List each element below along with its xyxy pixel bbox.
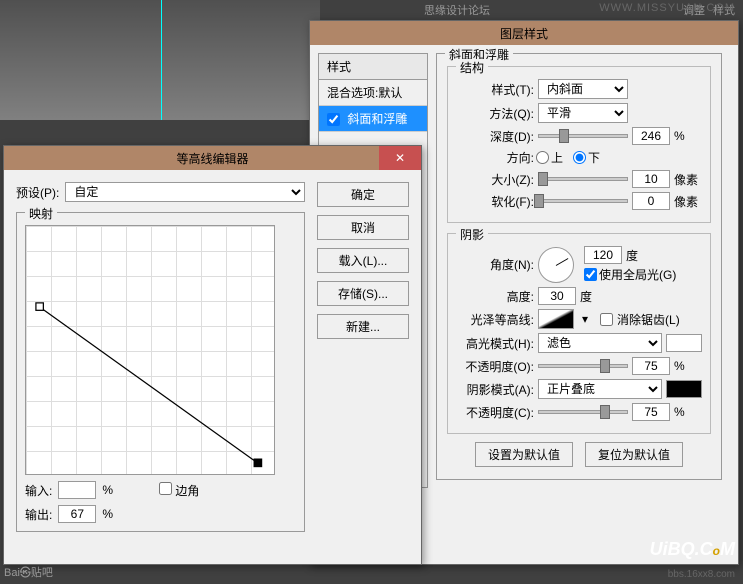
angle-input[interactable] <box>584 246 622 264</box>
method-label: 方法(Q): <box>456 105 534 122</box>
direction-down-radio[interactable] <box>573 151 586 164</box>
bevel-fieldset: 斜面和浮雕 结构 样式(T): 内斜面 方法(Q): 平滑 深度(D): <box>436 53 722 480</box>
size-slider[interactable] <box>538 177 628 181</box>
size-unit: 像素 <box>674 171 702 188</box>
soften-slider[interactable] <box>538 199 628 203</box>
ok-button[interactable]: 确定 <box>317 182 409 207</box>
highlight-opacity-input[interactable] <box>632 357 670 375</box>
shadow-mode-label: 阴影模式(A): <box>456 381 534 398</box>
highlight-opacity-label: 不透明度(O): <box>456 358 534 375</box>
angle-label: 角度(N): <box>456 256 534 273</box>
input-percent: % <box>102 483 113 497</box>
shading-title: 阴影 <box>456 226 488 243</box>
preset-select[interactable]: 自定 <box>65 182 305 202</box>
angle-widget[interactable] <box>538 247 574 283</box>
shadow-opacity-slider[interactable] <box>538 410 628 414</box>
load-button[interactable]: 载入(L)... <box>317 248 409 273</box>
soften-label: 软化(F): <box>456 193 534 210</box>
sidebar-header: 样式 <box>319 54 427 80</box>
antialias-label: 消除锯齿(L) <box>617 311 680 328</box>
shadow-opacity-label: 不透明度(C): <box>456 404 534 421</box>
style-content: 斜面和浮雕 结构 样式(T): 内斜面 方法(Q): 平滑 深度(D): <box>428 53 730 488</box>
global-light-checkbox[interactable] <box>584 268 597 281</box>
structure-title: 结构 <box>456 59 488 76</box>
output-percent: % <box>102 507 113 521</box>
set-default-button[interactable]: 设置为默认值 <box>475 442 573 467</box>
input-label: 输入: <box>25 482 52 499</box>
contour-title: 等高线编辑器 <box>176 150 248 167</box>
save-button[interactable]: 存储(S)... <box>317 281 409 306</box>
curve-canvas[interactable] <box>25 225 275 475</box>
contour-editor-dialog: 等高线编辑器 ✕ 预设(P): 自定 映射 输入: <box>3 145 422 565</box>
guide-line <box>161 0 162 120</box>
corner-checkbox[interactable] <box>159 482 172 495</box>
bevel-checkbox[interactable] <box>327 113 340 126</box>
sidebar-blend-options[interactable]: 混合选项:默认 <box>319 80 427 106</box>
depth-label: 深度(D): <box>456 128 534 145</box>
down-label: 下 <box>588 149 600 166</box>
highlight-opacity-slider[interactable] <box>538 364 628 368</box>
gloss-contour[interactable] <box>538 309 574 329</box>
contour-titlebar[interactable]: 等高线编辑器 ✕ <box>4 146 421 170</box>
highlight-mode-select[interactable]: 滤色 <box>538 333 662 353</box>
new-button[interactable]: 新建... <box>317 314 409 339</box>
close-icon: ✕ <box>395 151 405 165</box>
watermark-siyuan: 思缘设计论坛 <box>424 2 490 18</box>
watermark-bbs: bbs.16xx8.com <box>668 569 735 580</box>
direction-up-radio[interactable] <box>536 151 549 164</box>
watermark-uibq: UiBQ.CoM <box>650 539 735 560</box>
watermark-baidu: Bai㉿贴吧 <box>4 564 53 580</box>
corner-label: 边角 <box>175 484 199 498</box>
highlight-opacity-unit: % <box>674 359 702 373</box>
altitude-unit: 度 <box>580 288 592 305</box>
soften-unit: 像素 <box>674 193 702 210</box>
antialias-checkbox[interactable] <box>600 313 613 326</box>
gloss-label: 光泽等高线: <box>456 311 534 328</box>
style-label: 样式(T): <box>456 81 534 98</box>
depth-input[interactable] <box>632 127 670 145</box>
shadow-opacity-unit: % <box>674 405 702 419</box>
cancel-button[interactable]: 取消 <box>317 215 409 240</box>
structure-fieldset: 结构 样式(T): 内斜面 方法(Q): 平滑 深度(D): % <box>447 66 711 223</box>
close-button[interactable]: ✕ <box>379 146 421 170</box>
up-label: 上 <box>551 149 563 166</box>
depth-unit: % <box>674 129 702 143</box>
layer-style-titlebar[interactable]: 图层样式 <box>310 21 738 45</box>
bevel-label: 斜面和浮雕 <box>347 112 407 126</box>
output-label: 输出: <box>25 506 52 523</box>
soften-input[interactable] <box>632 192 670 210</box>
global-light-label: 使用全局光(G) <box>599 266 676 283</box>
shadow-mode-select[interactable]: 正片叠底 <box>538 379 662 399</box>
shadow-color-swatch[interactable] <box>666 380 702 398</box>
output-field[interactable] <box>58 505 96 523</box>
size-input[interactable] <box>632 170 670 188</box>
layer-style-title: 图层样式 <box>500 25 548 42</box>
method-select[interactable]: 平滑 <box>538 103 628 123</box>
mapping-title: 映射 <box>25 205 57 222</box>
depth-slider[interactable] <box>538 134 628 138</box>
preset-label: 预设(P): <box>16 184 59 201</box>
mapping-fieldset: 映射 输入: % 边角 <box>16 212 305 532</box>
highlight-mode-label: 高光模式(H): <box>456 335 534 352</box>
highlight-color-swatch[interactable] <box>666 334 702 352</box>
background-gradient <box>0 0 320 120</box>
altitude-input[interactable] <box>538 287 576 305</box>
size-label: 大小(Z): <box>456 171 534 188</box>
input-field[interactable] <box>58 481 96 499</box>
watermark-missyuan: WWW.MISSYUAN.COM <box>599 2 735 14</box>
shadow-opacity-input[interactable] <box>632 403 670 421</box>
reset-default-button[interactable]: 复位为默认值 <box>585 442 683 467</box>
style-select[interactable]: 内斜面 <box>538 79 628 99</box>
sidebar-bevel[interactable]: 斜面和浮雕 <box>319 106 427 132</box>
angle-unit: 度 <box>626 247 638 264</box>
altitude-label: 高度: <box>456 288 534 305</box>
shading-fieldset: 阴影 角度(N): 度 使用全局光(G) <box>447 233 711 434</box>
direction-label: 方向: <box>456 149 534 166</box>
